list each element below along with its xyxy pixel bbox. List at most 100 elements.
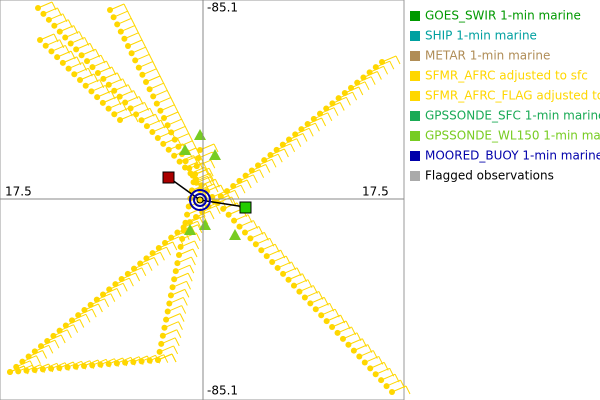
obs-dot — [138, 117, 145, 124]
obs-dot — [180, 227, 187, 234]
obs-dot — [155, 357, 161, 363]
barb-flag — [116, 288, 122, 297]
barb-flag — [192, 248, 198, 258]
legend-swatch — [410, 131, 420, 141]
obs-dot — [117, 117, 123, 123]
barb-flag — [176, 329, 182, 338]
obs-dot — [157, 107, 164, 114]
barb-flag — [395, 55, 401, 65]
barb-flag — [110, 293, 116, 302]
tracks — [7, 1, 411, 395]
obs-dot — [54, 54, 61, 61]
obs-dot — [146, 357, 153, 364]
barb-flag — [277, 153, 283, 163]
barb-flag — [191, 140, 197, 150]
barb-flag — [308, 128, 314, 137]
axis-label-bottom: -85.1 — [207, 384, 238, 398]
obs-dot — [128, 50, 135, 57]
obs-dot — [125, 43, 131, 49]
obs-dot — [73, 46, 80, 53]
obs-dot — [176, 252, 182, 258]
axis-label-right: 17.5 — [362, 185, 389, 199]
obs-dot — [241, 229, 248, 236]
barb-flag — [137, 32, 143, 42]
obs-dot — [231, 217, 238, 224]
obs-dot — [389, 389, 395, 395]
barb-flag — [221, 200, 227, 209]
barb-flag — [213, 143, 219, 153]
barb-flag — [173, 104, 179, 114]
barb-flag — [271, 159, 277, 168]
obs-dot — [117, 28, 124, 35]
obs-dot — [329, 324, 336, 331]
obs-dot — [318, 312, 325, 319]
barb-flag — [166, 246, 172, 256]
barb-flag — [383, 66, 389, 75]
obs-dot — [263, 253, 270, 260]
obs-dot — [166, 300, 173, 307]
obs-dot — [65, 65, 72, 72]
obs-dot — [116, 93, 123, 100]
barb-flag — [147, 262, 153, 271]
barb-flag — [170, 97, 176, 106]
obs-dot — [99, 99, 106, 106]
obs-dot — [339, 335, 346, 342]
barb-flag — [48, 345, 54, 354]
obs-dot — [84, 58, 91, 65]
barb-flag — [345, 97, 351, 106]
obs-dot — [154, 134, 161, 141]
barb-flag — [159, 252, 165, 261]
barb-flag — [327, 112, 333, 122]
barb-flag — [202, 162, 208, 171]
obs-dot — [156, 348, 163, 355]
barb-flag — [97, 303, 103, 313]
barb-flag — [195, 147, 201, 157]
obs-dot — [146, 86, 153, 93]
obs-dot — [185, 203, 192, 210]
barb-flag — [206, 169, 212, 178]
obs-dot — [67, 40, 74, 47]
barb-flag — [79, 319, 85, 328]
legend-label: GOES_SWIR 1-min marine — [425, 9, 581, 23]
obs-dot — [361, 359, 368, 366]
obs-dot — [111, 111, 118, 118]
barb-flag — [104, 298, 110, 308]
obs-dot — [176, 158, 183, 165]
legend-label: Flagged observations — [425, 169, 554, 183]
barb-flag — [174, 337, 180, 347]
barb-flag — [389, 60, 395, 70]
barb-flag — [364, 81, 370, 91]
barb-flag — [85, 314, 91, 323]
link — [199, 199, 246, 208]
barb-flag — [188, 133, 194, 142]
barb-flag — [141, 267, 147, 277]
obs-dot — [105, 361, 112, 367]
barb-flag — [240, 184, 246, 194]
barb-flag — [184, 126, 190, 135]
sonde-mark — [179, 144, 191, 155]
barb-flag — [153, 257, 159, 266]
obs-dot — [225, 211, 232, 218]
obs-dot — [105, 105, 112, 112]
barb-flag — [194, 240, 200, 250]
barb-flag — [213, 183, 219, 193]
barb-flag — [205, 184, 211, 193]
obs-dot — [31, 367, 38, 373]
obs-dot — [160, 140, 167, 147]
obs-dot — [161, 115, 167, 121]
barb-flag — [296, 138, 302, 147]
barb-flag — [145, 46, 151, 56]
obs-dot — [169, 284, 176, 291]
obs-dot — [175, 143, 182, 150]
obs-dot — [301, 294, 308, 301]
barb-flag — [179, 313, 185, 322]
barb-flag — [290, 143, 296, 153]
obs-dot — [111, 87, 118, 94]
barb-flag — [234, 190, 240, 199]
obs-dot — [42, 42, 49, 49]
obs-dot — [258, 247, 265, 254]
barb-flag — [333, 107, 339, 116]
legend-label: MOORED_BUOY 1-min marine — [425, 149, 600, 163]
obs-dot — [269, 259, 276, 266]
obs-dot — [138, 358, 145, 365]
